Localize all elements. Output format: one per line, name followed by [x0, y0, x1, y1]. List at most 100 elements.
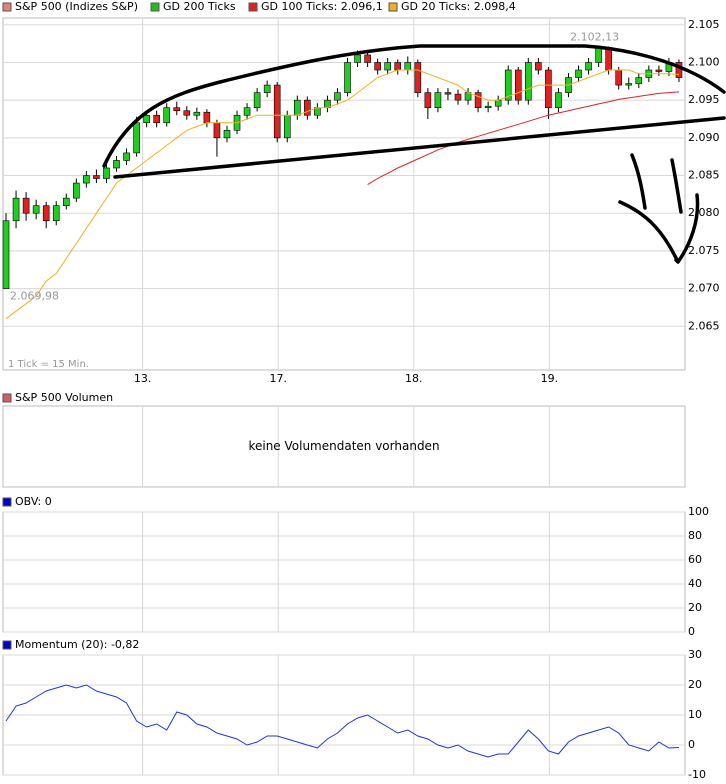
candle-body	[434, 92, 442, 108]
y-tick-label: 2.070	[688, 282, 720, 295]
candle-body	[424, 92, 432, 108]
candle-body	[73, 182, 80, 199]
candle-body	[263, 84, 271, 93]
legend-swatch	[248, 2, 258, 12]
candle-body	[535, 62, 542, 71]
candle-body	[83, 175, 90, 184]
legend-label: GD 100 Ticks: 2.096,1	[261, 0, 383, 13]
candle-body	[243, 107, 251, 116]
candle-body	[42, 205, 50, 222]
y-tick-label: 2.085	[688, 169, 720, 182]
y-tick-label: 0	[688, 738, 695, 751]
y-tick-label: 0	[688, 625, 695, 638]
y-tick-label: 2.095	[688, 93, 720, 106]
legend-label: Momentum (20): -0,82	[15, 638, 139, 651]
trend-line	[113, 116, 726, 179]
y-tick-label: 2.090	[688, 131, 720, 144]
candle-body	[163, 107, 171, 124]
candle-body	[374, 62, 381, 71]
y-tick-label: 30	[688, 648, 702, 661]
candle-body	[555, 92, 562, 108]
candle-body	[504, 69, 512, 101]
no-data-note: keine Volumendaten vorhanden	[248, 439, 439, 453]
candle-body	[62, 197, 70, 206]
y-tick-label: 100	[688, 505, 709, 518]
candle-body	[394, 62, 402, 71]
candle-body	[153, 114, 160, 124]
candle-body	[484, 105, 492, 108]
high-label: 2.102,13	[570, 30, 619, 43]
candle-body	[344, 62, 351, 93]
legend-label: S&P 500 Volumen	[15, 391, 113, 404]
y-tick-label: 60	[688, 553, 702, 566]
low-label: 2.069,98	[10, 290, 59, 303]
x-tick-label: 19.	[541, 372, 559, 385]
rounding-top	[102, 44, 726, 168]
y-tick-label: 2.100	[688, 55, 720, 68]
candle-body	[585, 62, 592, 71]
legend-label: OBV: 0	[15, 495, 52, 508]
legend-swatch	[2, 640, 12, 650]
candle-body	[384, 62, 391, 71]
candle-body	[655, 69, 663, 72]
candle-body	[123, 152, 130, 161]
candle-body	[595, 47, 602, 63]
candle-body	[213, 122, 221, 139]
legend-swatch	[2, 393, 12, 403]
candle-body	[525, 62, 532, 101]
hand-drawing	[102, 44, 726, 264]
candle-body	[113, 160, 120, 169]
candle-body	[173, 107, 181, 112]
legend-label: S&P 500 (Indizes S&P)	[15, 0, 138, 13]
candle-body	[675, 62, 683, 78]
candle-body	[143, 114, 150, 124]
candle-body	[12, 197, 20, 222]
candle-body	[414, 62, 422, 93]
candle-body	[2, 220, 10, 289]
panel-frame	[2, 17, 686, 371]
candle-body	[293, 99, 301, 116]
y-tick-label: 10	[688, 708, 702, 721]
candle-body	[253, 92, 261, 108]
candle-body	[494, 99, 502, 107]
indicator-line	[5, 684, 680, 758]
candle-body	[474, 92, 482, 108]
x-tick-label: 17.	[269, 372, 287, 385]
candle-body	[32, 205, 40, 214]
candle-body	[404, 62, 412, 71]
legend-label: GD 200 Ticks	[163, 0, 236, 13]
legend-swatch	[150, 2, 160, 12]
y-tick-label: 20	[688, 601, 702, 614]
y-tick-label: 20	[688, 678, 702, 691]
down-arrow	[618, 153, 700, 264]
candle-body	[93, 175, 100, 179]
y-tick-label: 2.075	[688, 244, 720, 257]
legend-swatch	[2, 2, 12, 12]
candle-body	[103, 167, 110, 179]
legend-swatch	[2, 497, 12, 507]
interval-label: 1 Tick = 15 Min.	[8, 359, 89, 370]
y-tick-label: 2.080	[688, 206, 720, 219]
panel-frame	[2, 511, 686, 633]
y-tick-label: 40	[688, 577, 702, 590]
y-tick-label: 2.065	[688, 319, 720, 332]
candle-body	[133, 122, 140, 154]
candle-body	[575, 69, 582, 78]
candle-body	[22, 197, 30, 214]
candle-body	[635, 77, 643, 84]
candle-body	[193, 111, 201, 116]
y-tick-label: 2.105	[688, 18, 720, 31]
moving-average	[5, 69, 680, 320]
x-tick-label: 18.	[405, 372, 423, 385]
legend-label: GD 20 Ticks: 2.098,4	[401, 0, 516, 13]
candle-body	[625, 83, 633, 86]
candle-body	[454, 93, 462, 101]
candle-body	[364, 54, 371, 63]
candle-body	[283, 114, 291, 139]
y-tick-label: 80	[688, 529, 702, 542]
candle-body	[444, 92, 452, 95]
x-tick-label: 13.	[134, 372, 152, 385]
candle-body	[183, 110, 191, 116]
